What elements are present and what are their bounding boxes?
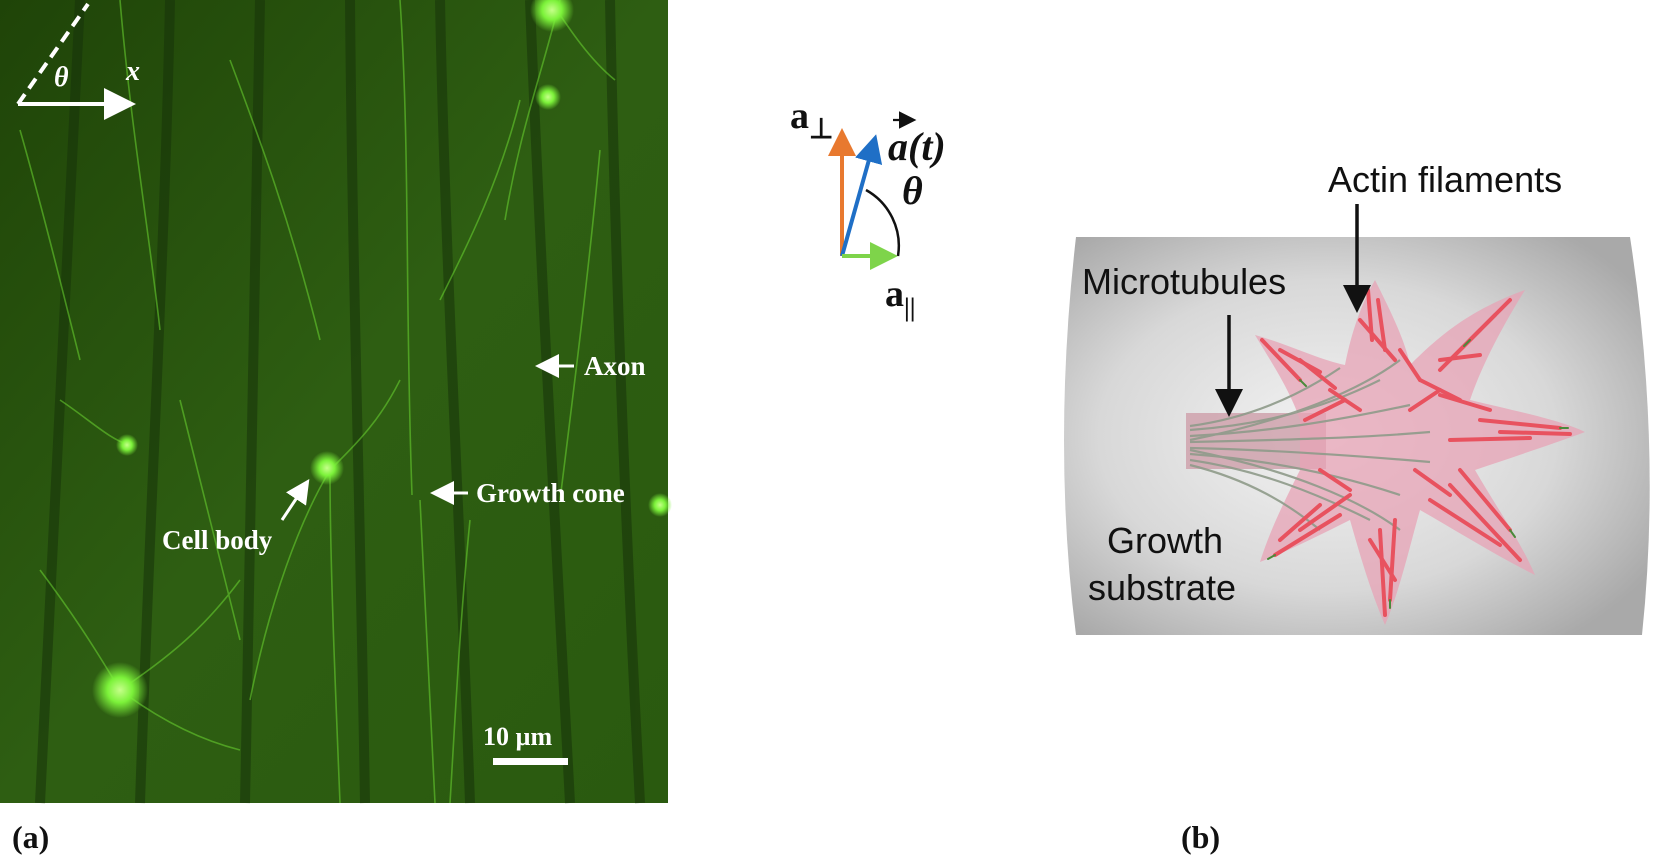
svg-text:a||: a|| — [885, 273, 915, 322]
cell-body-annotation: Cell body — [162, 479, 310, 555]
cell-body-label: Cell body — [162, 525, 273, 555]
axon-annotation: Axon — [535, 351, 646, 381]
angle-arc — [865, 188, 900, 257]
microtubules — [1189, 359, 1431, 531]
vector-decomposition-inset: a⊥ a(t) θ a|| — [790, 95, 946, 322]
fluorescent-cells — [92, 0, 672, 718]
microtubules-label: Microtubules — [1082, 261, 1286, 302]
growth-cone-annotation: Growth cone — [430, 478, 625, 508]
axon-label: Axon — [584, 351, 646, 381]
vector-label-base: a — [888, 124, 908, 169]
neurites — [19, 0, 616, 804]
svg-text:a⊥: a⊥ — [790, 95, 833, 145]
growth-substrate-label-line2: substrate — [1088, 567, 1236, 608]
panel-a-label: (a) — [12, 819, 49, 855]
micrograph: θ x Axon Growth cone Cell body 10 µm — [0, 0, 672, 804]
actin-filaments-label: Actin filaments — [1328, 159, 1562, 200]
actin-filaments — [1260, 288, 1572, 617]
theta-label-a: θ — [54, 62, 69, 93]
theta-label-inset: θ — [902, 168, 923, 213]
perp-label-base: a — [790, 95, 809, 137]
actin-ends — [1267, 339, 1569, 609]
svg-text:a(t): a(t) — [888, 124, 946, 169]
vector-label-arg: (t) — [908, 124, 946, 169]
panel-b-label: (b) — [1181, 819, 1220, 855]
x-axis-label: x — [125, 56, 140, 87]
angle-axis-indicator: θ x — [16, 2, 140, 120]
perp-label-sub: ⊥ — [809, 114, 833, 145]
par-label-sub: || — [904, 293, 915, 322]
substrate-grooves — [35, 0, 645, 804]
vector-arrow — [840, 134, 883, 257]
scale-bar: 10 µm — [483, 722, 568, 765]
par-label-base: a — [885, 273, 904, 315]
scale-bar-label: 10 µm — [483, 722, 552, 751]
growth-substrate-label-line1: Growth — [1107, 520, 1223, 561]
growth-cone-label: Growth cone — [476, 478, 625, 508]
growth-cone-model: Actin filaments Microtubules Growth subs… — [1064, 159, 1650, 635]
